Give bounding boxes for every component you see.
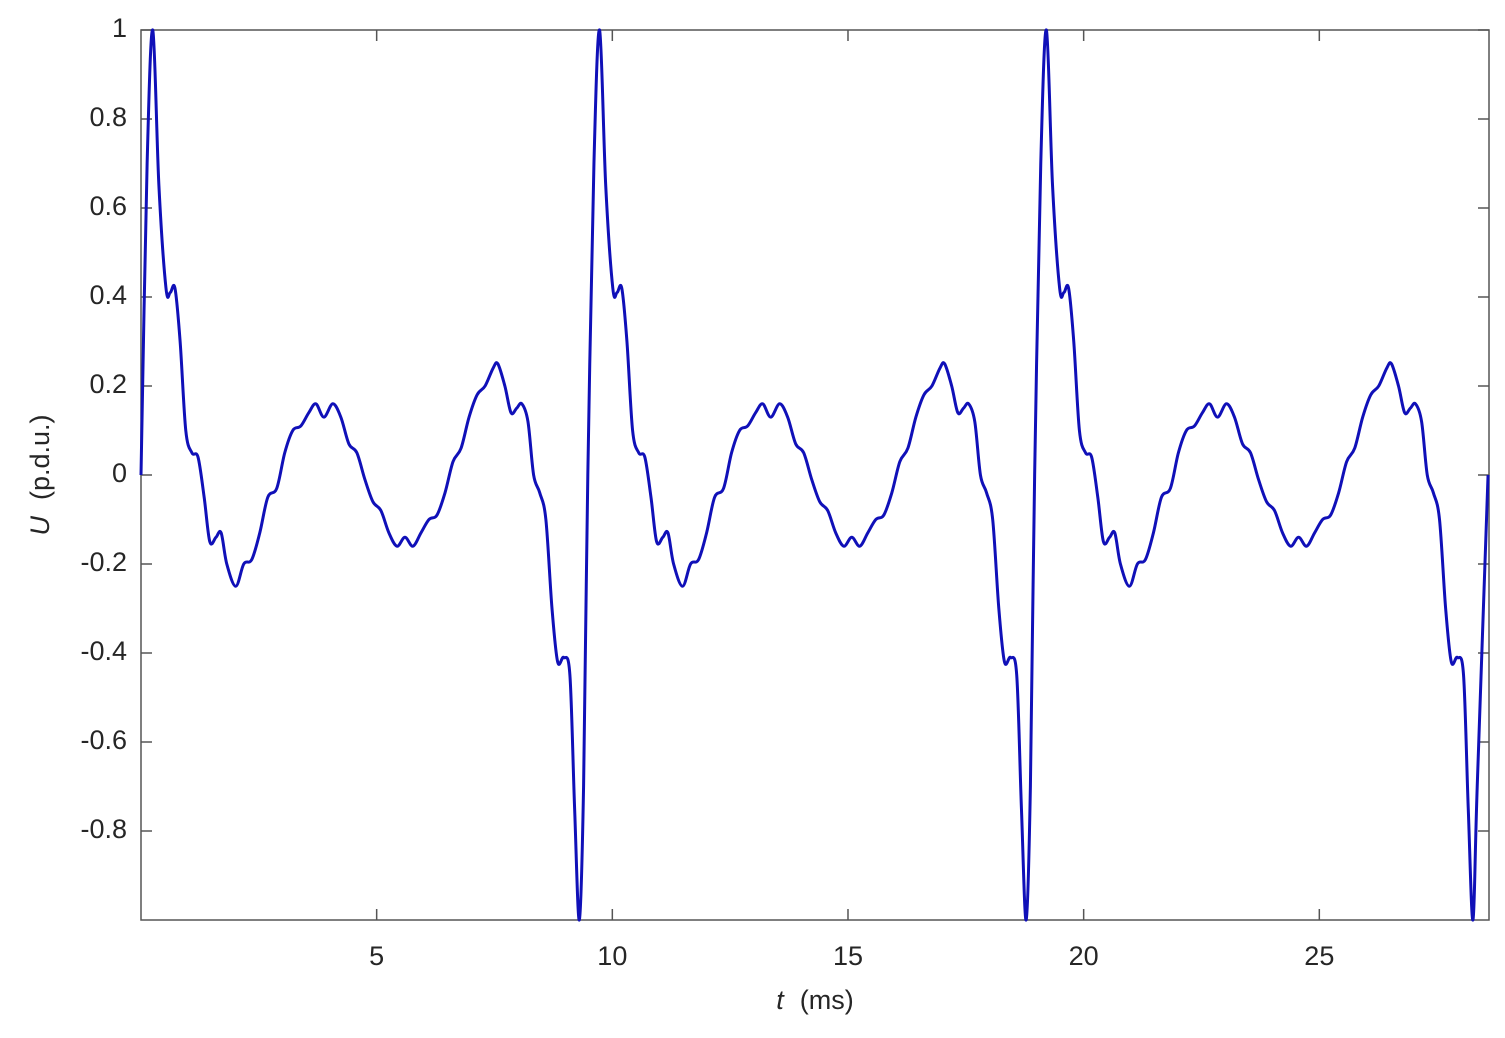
x-tick-label: 5 — [369, 941, 384, 971]
x-tick-label: 25 — [1304, 941, 1334, 971]
x-tick-label: 10 — [597, 941, 627, 971]
x-label-symbol: t — [776, 985, 785, 1015]
y-tick-label: -0.6 — [80, 725, 127, 755]
y-tick-label: 0.6 — [89, 191, 127, 221]
y-tick-label: 0 — [112, 458, 127, 488]
y-tick-label: 0.2 — [89, 369, 127, 399]
y-tick-label: 0.4 — [89, 280, 127, 310]
y-tick-label: 1 — [112, 13, 127, 43]
y-axis-label: U (p.d.u.) — [25, 414, 55, 535]
x-label-unit: (ms) — [800, 985, 854, 1015]
y-tick-label: 0.8 — [89, 102, 127, 132]
y-tick-label: -0.4 — [80, 636, 127, 666]
plot-frame — [140, 29, 1490, 921]
y-label-unit: (p.d.u.) — [25, 414, 55, 500]
y-tick-label: -0.2 — [80, 547, 127, 577]
x-axis-label: t (ms) — [776, 985, 854, 1015]
y-label-symbol: U — [25, 516, 55, 536]
y-tick-label: -0.8 — [80, 814, 127, 844]
x-tick-label: 15 — [833, 941, 863, 971]
signal-line — [139, 28, 1490, 922]
x-tick-label: 20 — [1069, 941, 1099, 971]
